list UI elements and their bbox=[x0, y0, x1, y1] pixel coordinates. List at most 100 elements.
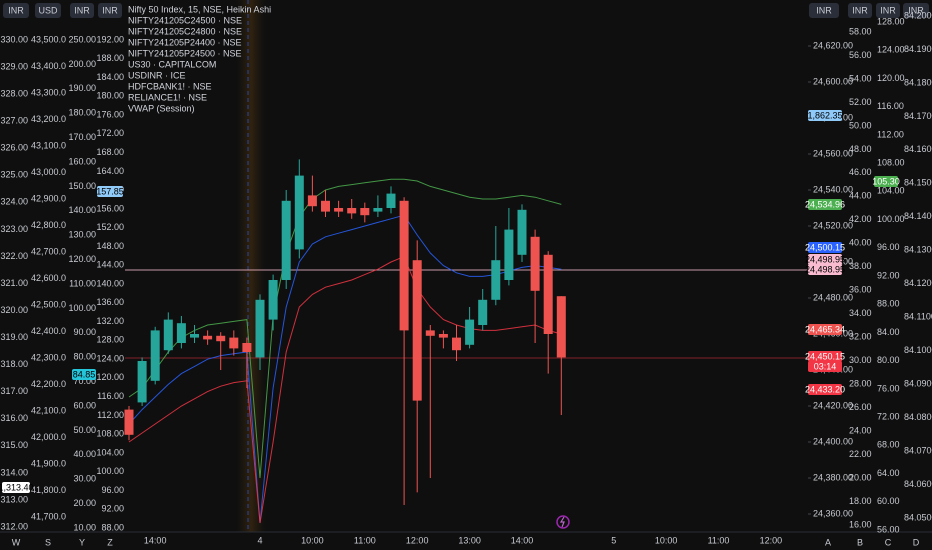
scale-label: 68.00 bbox=[877, 440, 900, 450]
chart-title: Nifty 50 Index, 15, NSE, Heikin Ashi bbox=[128, 4, 271, 14]
scale-label: 100.00 bbox=[96, 466, 124, 476]
y-tick-label: 24,380.00 bbox=[813, 472, 853, 482]
scale-label: 42.00 bbox=[849, 214, 872, 224]
price-tag-label: 24,500.15 bbox=[805, 242, 845, 252]
scale-label: 190.00 bbox=[68, 83, 96, 93]
unit-button[interactable] bbox=[809, 3, 839, 18]
scale-label: 84.1700 bbox=[904, 111, 932, 121]
scale-letter: S bbox=[45, 537, 51, 547]
scale-label: 112.00 bbox=[877, 129, 904, 139]
scale-label: 60.00 bbox=[73, 400, 96, 410]
candle-body bbox=[399, 200, 409, 331]
scale-label: 1,327.00 bbox=[0, 116, 28, 126]
price-tag-label: 03:14 bbox=[814, 361, 837, 371]
scale-label: 200.00 bbox=[68, 59, 96, 69]
unit-button[interactable] bbox=[903, 3, 929, 18]
scale-label: 110.00 bbox=[69, 278, 96, 288]
candle-body bbox=[229, 337, 239, 349]
unit-button[interactable] bbox=[70, 3, 94, 18]
y-tick-label: 24,520.00 bbox=[813, 220, 853, 230]
scale-label: 1,325.00 bbox=[0, 170, 28, 180]
scale-label: 148.00 bbox=[96, 241, 124, 251]
scale-label: 112.00 bbox=[97, 410, 124, 420]
scale-label: 42,600.0 bbox=[31, 273, 66, 283]
price-tag bbox=[808, 254, 842, 265]
scale-label: 130.00 bbox=[68, 230, 96, 240]
scale-label: 56.00 bbox=[877, 524, 900, 534]
candle-body bbox=[530, 236, 540, 291]
candle-body bbox=[150, 330, 160, 381]
scale-label: 1,328.00 bbox=[0, 88, 28, 98]
scale-label: 1,312.00 bbox=[0, 521, 28, 531]
unit-button[interactable] bbox=[876, 3, 900, 18]
price-tag bbox=[72, 369, 96, 380]
scale-label: 42,400.0 bbox=[31, 326, 66, 336]
candle-body bbox=[452, 337, 461, 351]
candle-body bbox=[334, 208, 344, 212]
price-tag-label: 24,433.20 bbox=[805, 384, 845, 394]
scale-label: 120.00 bbox=[68, 254, 96, 264]
candle-body bbox=[281, 200, 291, 280]
legend-item: VWAP (Session) bbox=[128, 103, 195, 113]
x-tick-label: 12:00 bbox=[760, 535, 783, 545]
unit-label: INR bbox=[8, 5, 24, 15]
legend-item: RELIANCE1! · NSE bbox=[128, 92, 207, 102]
candle-body bbox=[386, 193, 396, 208]
scale-label: 176.00 bbox=[96, 109, 124, 119]
scale-label: 124.00 bbox=[96, 353, 124, 363]
candle-body bbox=[190, 334, 199, 338]
candle-body bbox=[255, 299, 265, 358]
candle-body bbox=[504, 229, 514, 280]
scale-label: 84.1100 bbox=[904, 312, 932, 322]
scale-label: 42,300.0 bbox=[31, 352, 66, 362]
scale-label: 100.00 bbox=[877, 214, 905, 224]
scale-label: 84.1300 bbox=[904, 245, 932, 255]
scale-label: 84.1200 bbox=[904, 278, 932, 288]
scale-label: 50.00 bbox=[849, 120, 872, 130]
price-tag bbox=[97, 186, 123, 197]
scale-label: 80.00 bbox=[73, 352, 96, 362]
unit-button[interactable] bbox=[848, 3, 872, 18]
scale-label: 38.00 bbox=[849, 261, 872, 271]
unit-label: USD bbox=[38, 5, 58, 15]
x-tick-label: 12:00 bbox=[406, 535, 429, 545]
scale-label: 24.00 bbox=[849, 425, 872, 435]
scale-label: 140.00 bbox=[96, 278, 124, 288]
scale-label: 84.1000 bbox=[904, 345, 932, 355]
legend-item: USDINR · ICE bbox=[128, 70, 186, 80]
unit-button[interactable] bbox=[98, 3, 122, 18]
candle-body bbox=[491, 260, 501, 300]
scale-label: 40.00 bbox=[849, 238, 872, 248]
scale-label: 34.00 bbox=[849, 308, 872, 318]
unit-button[interactable] bbox=[3, 3, 29, 18]
scale-label: 156.00 bbox=[96, 203, 124, 213]
unit-label: INR bbox=[880, 5, 896, 15]
scale-label: 1,313.00 bbox=[0, 494, 28, 504]
scale-label: 1,320.00 bbox=[0, 305, 28, 315]
scale-label: 1,324.00 bbox=[0, 197, 28, 207]
scale-letter: Z bbox=[107, 537, 113, 547]
scale-label: 32.00 bbox=[849, 332, 872, 342]
price-tag-label: 157.85 bbox=[96, 186, 124, 196]
scale-label: 84.00 bbox=[877, 327, 900, 337]
unit-label: INR bbox=[908, 5, 924, 15]
candle-body bbox=[425, 330, 435, 336]
scale-letter: D bbox=[913, 537, 920, 547]
unit-label: INR bbox=[102, 5, 118, 15]
legend-item: HDFCBANK1! · NSE bbox=[128, 81, 212, 91]
scale-label: 84.0700 bbox=[904, 445, 932, 455]
scale-label: 108.00 bbox=[96, 429, 124, 439]
price-tag bbox=[808, 351, 842, 362]
scale-label: 188.00 bbox=[96, 53, 124, 63]
scale-label: 30.00 bbox=[849, 355, 872, 365]
candle-body bbox=[242, 343, 252, 352]
scale-label: 1,330.00 bbox=[0, 34, 28, 44]
scale-label: 150.00 bbox=[68, 181, 96, 191]
legend-item: NIFTY241205P24500 · NSE bbox=[128, 48, 242, 58]
scale-label: 104.00 bbox=[877, 186, 905, 196]
scale-label: 80.00 bbox=[877, 355, 900, 365]
event-icon[interactable] bbox=[556, 515, 570, 529]
unit-button[interactable] bbox=[35, 3, 61, 18]
